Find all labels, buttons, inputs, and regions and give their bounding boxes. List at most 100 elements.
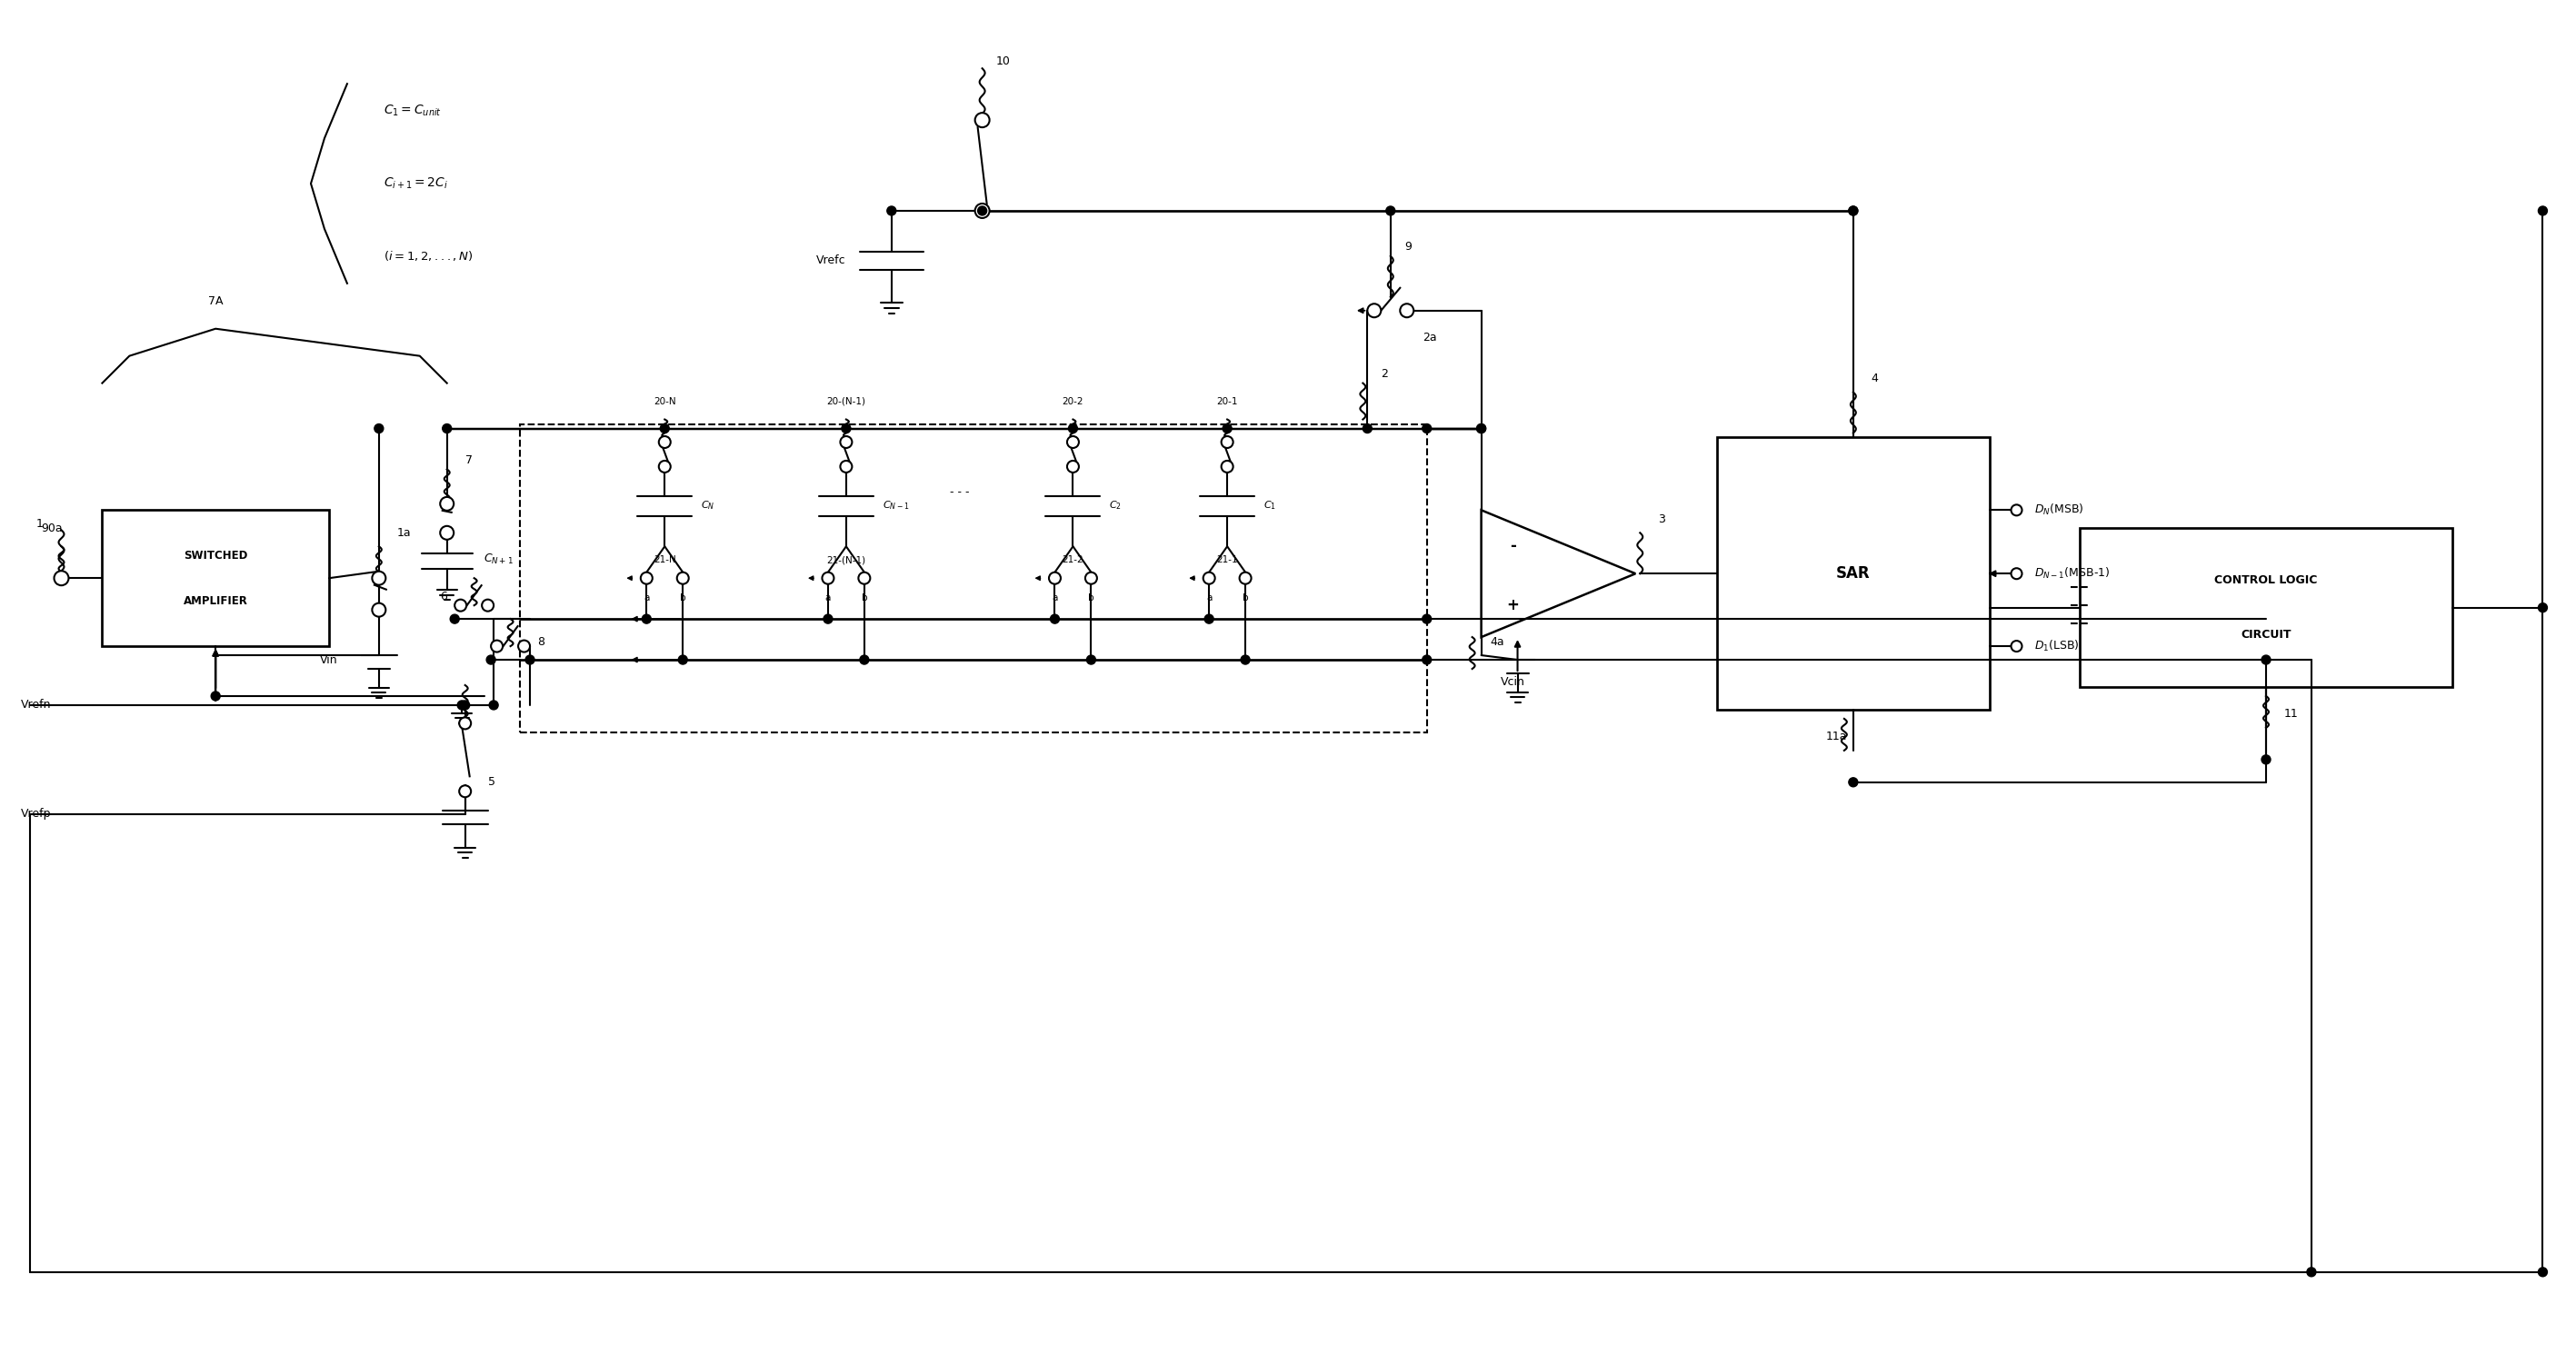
Text: b: b [680,593,685,603]
Circle shape [1206,614,1213,623]
Text: 11: 11 [2285,708,2298,720]
Circle shape [54,572,70,585]
Circle shape [453,599,466,611]
Text: $D_{N-1}$(MSB-1): $D_{N-1}$(MSB-1) [2035,566,2110,581]
Circle shape [1386,206,1396,216]
Circle shape [459,701,466,709]
Text: 1: 1 [36,518,44,529]
Circle shape [840,436,853,447]
Text: $D_N$(MSB): $D_N$(MSB) [2035,503,2084,517]
Text: 4: 4 [1870,372,1878,385]
Circle shape [1363,424,1373,432]
Text: a: a [1051,593,1059,603]
Circle shape [822,573,835,584]
Text: $C_1$: $C_1$ [1262,499,1275,512]
Circle shape [1422,424,1432,432]
Circle shape [459,717,471,730]
Circle shape [459,786,471,797]
Circle shape [677,573,688,584]
Circle shape [2012,569,2022,580]
Text: CONTROL LOGIC: CONTROL LOGIC [2215,574,2318,587]
Circle shape [1048,573,1061,584]
Circle shape [974,203,989,218]
Circle shape [824,614,832,623]
Text: a: a [644,593,649,603]
Circle shape [659,424,670,432]
Circle shape [211,692,219,701]
Bar [103,510,330,647]
Text: $C_{N+1}$: $C_{N+1}$ [484,552,513,566]
Circle shape [1203,573,1216,584]
Text: Vrefp: Vrefp [21,807,52,820]
Text: b: b [1242,593,1249,603]
Text: $D_1$(LSB): $D_1$(LSB) [2035,638,2079,653]
Circle shape [1476,424,1486,432]
Circle shape [840,461,853,472]
Text: 21-N: 21-N [654,555,675,565]
Circle shape [1087,655,1095,664]
Text: $C_{i+1}=2C_i$: $C_{i+1}=2C_i$ [384,176,448,191]
Circle shape [1069,424,1077,432]
Circle shape [858,573,871,584]
Circle shape [2262,655,2269,664]
Circle shape [2308,1267,2316,1277]
Text: SWITCHED: SWITCHED [183,550,247,562]
Text: 8: 8 [538,636,546,648]
Circle shape [1066,461,1079,472]
Text: Vrefc: Vrefc [817,255,845,266]
Text: CIRCUIT: CIRCUIT [2241,629,2290,641]
Text: +: + [1507,597,1520,614]
Circle shape [461,701,469,709]
Text: 10: 10 [997,55,1010,67]
Circle shape [443,424,451,432]
Circle shape [641,614,652,623]
Circle shape [1422,655,1432,664]
Text: 21-2: 21-2 [1061,555,1084,565]
Text: 2: 2 [1381,368,1388,381]
Text: 9: 9 [1404,241,1412,252]
Text: 7: 7 [466,454,471,466]
Text: 3: 3 [1659,513,1664,525]
Circle shape [2537,603,2548,612]
Bar [2079,528,2452,687]
Circle shape [979,206,987,216]
Text: b: b [1087,593,1095,603]
Circle shape [1368,304,1381,318]
Text: a: a [1206,593,1211,603]
Circle shape [374,424,384,432]
Circle shape [2012,641,2022,652]
Text: $C_N$: $C_N$ [701,499,716,512]
Circle shape [974,113,989,127]
Circle shape [1399,304,1414,318]
Circle shape [1224,424,1231,432]
Text: a: a [824,593,832,603]
Text: 11a: 11a [1826,731,1847,743]
Bar [520,424,1427,732]
Circle shape [641,573,652,584]
Circle shape [886,206,896,216]
Text: 1a: 1a [397,527,412,539]
Text: Vcin: Vcin [1502,677,1525,689]
Text: 20-2: 20-2 [1061,397,1084,406]
Bar [1718,438,1989,709]
Circle shape [1239,573,1252,584]
Text: Vrefn: Vrefn [21,700,52,711]
Circle shape [489,701,497,709]
Circle shape [659,436,670,447]
Text: $(i=1,2,...,N)$: $(i=1,2,...,N)$ [384,250,474,263]
Text: $C_{N-1}$: $C_{N-1}$ [884,499,909,512]
Text: $C_1=C_{unit}$: $C_1=C_{unit}$ [384,104,440,119]
Circle shape [1850,206,1857,216]
Circle shape [440,496,453,510]
Circle shape [1084,573,1097,584]
Text: $C_2$: $C_2$ [1110,499,1123,512]
Circle shape [1850,206,1857,216]
Circle shape [1221,436,1234,447]
Circle shape [2537,1267,2548,1277]
Text: AMPLIFIER: AMPLIFIER [183,595,247,607]
Text: b: b [860,593,868,603]
Circle shape [526,655,533,664]
Text: - - -: - - - [951,486,969,498]
Circle shape [492,640,502,652]
Text: Vin: Vin [319,653,337,666]
